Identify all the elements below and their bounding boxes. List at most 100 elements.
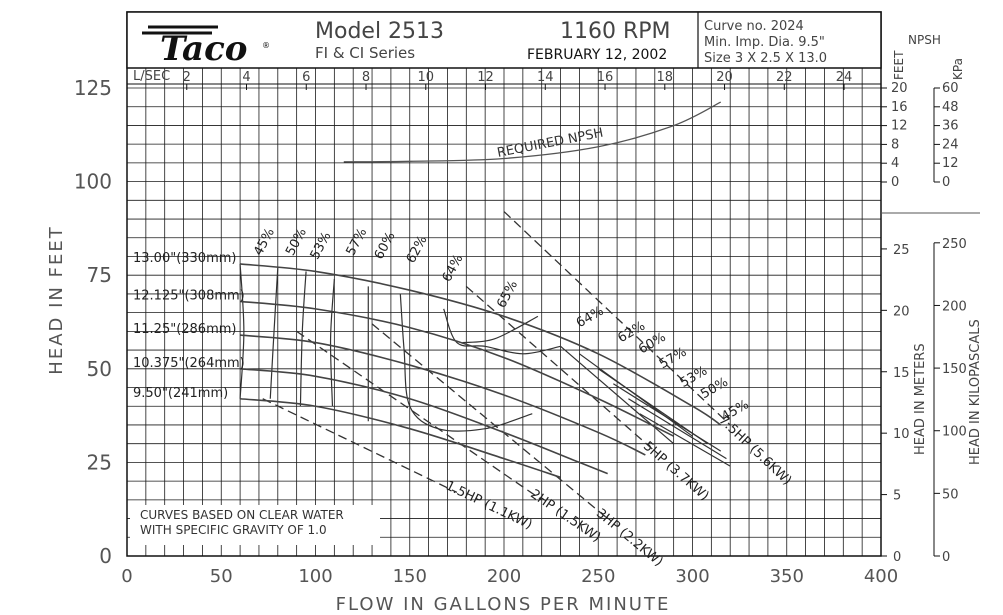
npsh-feet-tick-label: 16	[891, 100, 908, 115]
lsec-tick-label: 2	[183, 70, 191, 85]
impeller-curve	[240, 334, 646, 456]
kpa-tick-label: 200	[942, 299, 967, 314]
y-tick-label: 100	[74, 170, 112, 194]
x-tick-label: 350	[770, 566, 804, 587]
rpm-label: 1160 RPM	[560, 19, 671, 44]
impeller-curve	[240, 397, 561, 479]
impeller-curve	[240, 368, 608, 475]
npsh-kpa-tick-label: 0	[942, 175, 950, 190]
npsh-curve-label: REQUIRED NPSH	[496, 126, 605, 161]
impeller-labels: 13.00"(330mm) 12.125"(308mm) 11.25"(286mm)…	[133, 251, 245, 401]
lsec-tick-label: 4	[242, 70, 250, 85]
efficiency-label: 57%	[343, 226, 370, 259]
efficiency-label: 64%	[440, 252, 467, 285]
kpa-tick-label: 100	[942, 425, 967, 440]
efficiency-label: 50%	[283, 226, 310, 259]
efficiency-curve	[443, 308, 561, 355]
lsec-tick-label: 6	[302, 70, 310, 85]
impeller-label: 12.125"(308mm)	[133, 288, 245, 303]
efficiency-label: 45%	[251, 226, 278, 259]
kpa-tick-label: 150	[942, 362, 967, 377]
model-title: Model 2513	[315, 19, 444, 44]
meters-label: HEAD IN METERS	[913, 343, 928, 455]
impeller-label: 11.25"(286mm)	[133, 322, 236, 337]
x-tick-label: 100	[298, 566, 332, 587]
impeller-label: 10.375"(264mm)	[133, 356, 245, 371]
npsh-title: NPSH	[908, 33, 941, 47]
y-axis-label: HEAD IN FEET	[46, 225, 67, 374]
npsh-curve	[343, 101, 722, 163]
meters-tick-label: 5	[893, 489, 901, 504]
logo-registered: ®	[262, 41, 270, 50]
npsh-kpa-label: KPa	[951, 58, 965, 80]
efficiency-label: 53%	[308, 230, 335, 263]
efficiency-label: 65%	[494, 278, 521, 311]
x-axis-ticks: 0 50 100 150 200 250 300 350 400	[121, 566, 898, 587]
npsh-kpa-tick-label: 12	[942, 156, 959, 171]
lsec-tick-label: 16	[597, 70, 614, 85]
series-title: FI & CI Series	[315, 44, 415, 62]
header-box: Taco ® Model 2513 FI & CI Series 1160 RP…	[126, 11, 882, 69]
y-tick-label: 125	[74, 76, 112, 100]
grid	[126, 68, 882, 557]
x-tick-label: 150	[393, 566, 427, 587]
min-imp-dia: Min. Imp. Dia. 9.5"	[704, 35, 825, 50]
x-tick-label: 250	[581, 566, 615, 587]
npsh-feet-tick-label: 0	[891, 175, 899, 190]
efficiency-curve	[399, 293, 533, 432]
hp-line	[296, 330, 543, 501]
npsh-feet-label: FEET	[892, 50, 906, 80]
npsh-kpa-tick-label: 48	[942, 100, 959, 115]
kpa-label: HEAD IN KILOPASCALS	[968, 319, 983, 465]
meters-tick-label: 25	[893, 243, 910, 258]
hp-label: 1.5HP (1.1KW)	[443, 478, 534, 532]
hp-line	[503, 211, 731, 426]
horsepower-labels: 1.5HP (1.1KW)2HP (1.5KW)3HP (2.2KW)5HP (…	[443, 413, 794, 570]
note-box: CURVES BASED ON CLEAR WATER WITH SPECIFI…	[130, 505, 380, 545]
lsec-tick-label: 14	[537, 70, 554, 85]
impeller-label: 9.50"(241mm)	[133, 386, 228, 401]
efficiency-curve	[613, 383, 722, 452]
efficiency-curve	[269, 267, 279, 399]
note-line2: WITH SPECIFIC GRAVITY OF 1.0	[140, 523, 327, 537]
meters-tick-label: 15	[893, 366, 910, 381]
y-tick-label: 75	[87, 263, 112, 287]
efficiency-curves	[239, 263, 731, 467]
npsh-feet-tick-label: 12	[891, 119, 908, 134]
lsec-tick-label: 22	[776, 70, 793, 85]
lsec-tick-label: 18	[657, 70, 674, 85]
npsh-kpa-tick-label: 60	[942, 81, 959, 96]
kpa-tick-label: 0	[942, 550, 950, 565]
date-label: FEBRUARY 12, 2002	[527, 47, 667, 63]
efficiency-label: 57%	[657, 345, 690, 372]
right-axes: NPSH FEET KPa HEAD IN METERS HEAD IN KIL…	[881, 33, 983, 565]
logo-text: Taco	[160, 29, 247, 69]
impeller-curves	[240, 263, 722, 479]
kpa-tick-label: 250	[942, 237, 967, 252]
y-tick-label: 0	[99, 544, 112, 568]
x-tick-label: 400	[864, 566, 898, 587]
efficiency-label: 64%	[574, 304, 607, 331]
x-tick-label: 300	[675, 566, 709, 587]
meters-tick-label: 20	[893, 304, 910, 319]
y-axis-ticks: 0 25 50 75 100 125	[74, 76, 112, 568]
pump-size: Size 3 X 2.5 X 13.0	[704, 51, 827, 66]
impeller-curve	[240, 263, 722, 426]
impeller-label: 13.00"(330mm)	[133, 251, 236, 266]
efficiency-label: 62%	[404, 233, 431, 266]
kpa-tick-label: 50	[942, 487, 959, 502]
npsh-feet-tick-label: 20	[891, 81, 908, 96]
x-tick-label: 0	[121, 566, 132, 587]
impeller-curve	[240, 300, 675, 437]
x-tick-label: 200	[487, 566, 521, 587]
horsepower-lines	[262, 211, 731, 520]
note-line1: CURVES BASED ON CLEAR WATER	[140, 508, 344, 522]
curve-no: Curve no. 2024	[704, 19, 804, 34]
lsec-tick-label: 24	[836, 70, 853, 85]
y-tick-label: 50	[87, 357, 112, 381]
npsh-feet-tick-label: 8	[891, 137, 899, 152]
lsec-tick-label: 20	[716, 70, 733, 85]
hp-label: 2HP (1.5KW)	[527, 487, 603, 546]
x-axis-label: FLOW IN GALLONS PER MINUTE	[336, 594, 671, 615]
